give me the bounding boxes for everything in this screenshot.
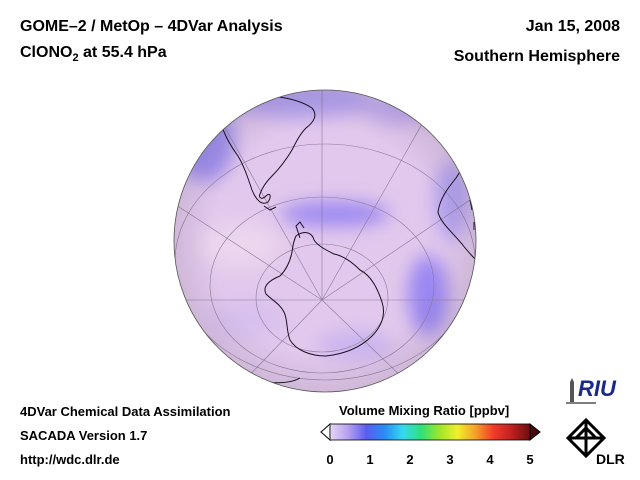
colorbar-over-arrow xyxy=(529,422,541,442)
riu-logo: RIU xyxy=(566,376,617,404)
footer-url: http://wdc.dlr.de xyxy=(20,452,120,467)
colorbar-title: Volume Mixing Ratio [ppbv] xyxy=(339,403,510,418)
colorbar-tick: 5 xyxy=(526,452,534,467)
footer-line-2: SACADA Version 1.7 xyxy=(20,428,148,443)
colorbar-gradient xyxy=(329,423,531,441)
colorbar-under-arrow xyxy=(320,422,331,442)
colorbar-tick: 0 xyxy=(326,452,334,467)
colorbar xyxy=(320,422,541,442)
date-label: Jan 15, 2008 xyxy=(525,18,620,35)
colorbar-tick: 4 xyxy=(486,452,494,467)
species-label: ClONO2 at 55.4 hPa xyxy=(20,44,167,65)
map-title: GOME–2 / MetOp – 4DVar Analysis xyxy=(20,18,283,35)
colorbar-tick: 3 xyxy=(446,452,454,467)
dlr-logo: DLR xyxy=(565,417,625,467)
hemisphere-label: Southern Hemisphere xyxy=(453,48,620,65)
svg-text:RIU: RIU xyxy=(578,376,617,401)
colorbar-tick: 1 xyxy=(366,452,374,467)
colorbar-tick: 2 xyxy=(406,452,414,467)
footer-line-1: 4DVar Chemical Data Assimilation xyxy=(20,404,231,419)
svg-text:DLR: DLR xyxy=(596,451,625,467)
